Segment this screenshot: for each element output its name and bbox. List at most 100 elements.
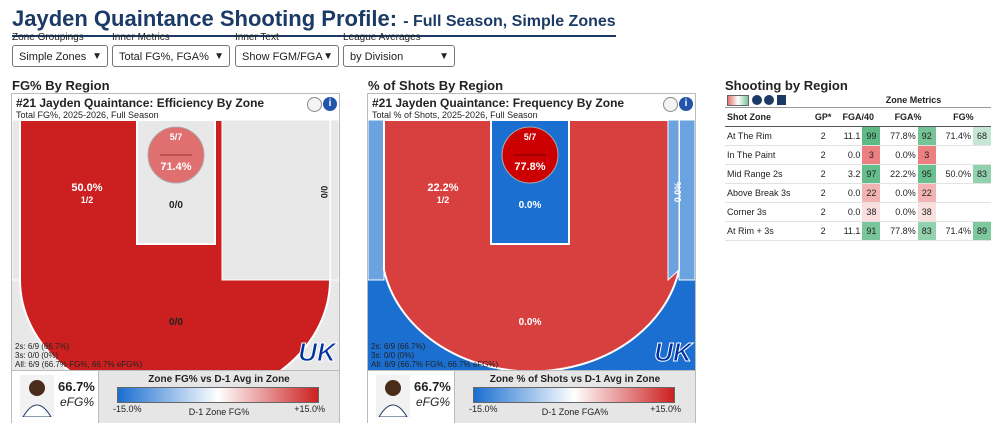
fgapct-cell: 0.0%	[895, 188, 916, 198]
fgapct-cell: 77.8%	[890, 131, 916, 141]
mid-right-zone[interactable]	[667, 120, 680, 282]
gp-cell: 2	[820, 150, 826, 160]
shot-zone-cell: Above Break 3s	[727, 188, 791, 198]
gp-cell: 2	[820, 226, 826, 236]
inner-metrics-select[interactable]: Total FG%, FGA% ▼	[112, 45, 230, 67]
toggle-circle-icon[interactable]	[663, 97, 678, 112]
fg-legend: 66.7% eFG% Zone FG% vs D-1 Avg in Zone -…	[12, 370, 339, 423]
shot-zone-cell: At The Rim	[727, 131, 772, 141]
legend-gradient	[117, 387, 319, 403]
summary-all: All: 6/9 (66.7% FG%, 66.7% eFG%)	[371, 360, 498, 369]
rim-frac: 5/7	[170, 132, 183, 142]
shooting-table: Zone Metrics Shot Zone GP* FGA/40 FGA% F…	[725, 93, 991, 241]
fgapct-pctile: 92	[917, 126, 936, 146]
legend-title: Zone % of Shots vs D-1 Avg in Zone	[489, 374, 661, 385]
mid-left-frac: 1/2	[81, 195, 94, 205]
fgapct-pctile: 3	[917, 145, 936, 165]
fgapct-cell: 0.0%	[895, 207, 916, 217]
fg-pctile: 83	[973, 164, 991, 184]
toggle-circle-icon[interactable]	[307, 97, 322, 112]
table-row: At The Rim 2 11.1 99 77.8% 92 71.4% 68	[725, 126, 991, 146]
shot-zone-cell: In The Paint	[727, 150, 776, 160]
mid-left-pct: 50.0%	[71, 182, 102, 194]
freq-panel-title: #21 Jayden Quaintance: Frequency By Zone	[372, 96, 625, 110]
legend-max: +15.0%	[294, 404, 325, 414]
legend-min: -15.0%	[469, 404, 498, 414]
col-gp[interactable]: GP*	[814, 112, 832, 122]
fg-panel: #21 Jayden Quaintance: Efficiency By Zon…	[11, 93, 340, 423]
rim-pct: 71.4%	[160, 161, 191, 173]
col-fga40[interactable]: FGA/40	[842, 112, 875, 122]
shot-zone-cell: At Rim + 3s	[727, 226, 774, 236]
table-row: Mid Range 2s 2 3.2 97 22.2% 95 50.0% 83	[725, 164, 991, 184]
mid-right-zone[interactable]	[221, 120, 331, 281]
fg-pctile	[973, 184, 991, 203]
corner-right-zone[interactable]	[329, 120, 339, 281]
fg-pctile: 89	[973, 221, 991, 241]
summary-3s: 3s: 0/0 (0%)	[371, 351, 414, 360]
col-shot-zone[interactable]: Shot Zone	[727, 112, 771, 122]
fga40-pctile: 22	[862, 183, 881, 203]
league-averages-select[interactable]: by Division ▼	[343, 45, 455, 67]
chevron-down-icon: ▼	[439, 51, 449, 62]
paint-frac: 0/0	[169, 200, 183, 211]
svg-text:UK: UK	[654, 337, 694, 367]
download-icon[interactable]	[776, 95, 786, 106]
chevron-down-icon: ▼	[323, 51, 333, 62]
settings-icon[interactable]	[751, 95, 762, 106]
legend-axis: D-1 Zone FG%	[188, 407, 250, 417]
inner-text-label: Inner Text	[235, 32, 279, 43]
team-logo-icon: UK	[654, 337, 695, 368]
table-row: Corner 3s 2 0.0 38 0.0% 38	[725, 202, 991, 222]
info-icon[interactable]: i	[679, 97, 693, 111]
corner-left-zone[interactable]	[368, 120, 385, 281]
title-main: Jayden Quaintance Shooting Profile:	[12, 6, 398, 31]
rim-frac: 5/7	[524, 132, 537, 142]
table-row: At Rim + 3s 2 11.1 91 77.8% 83 71.4% 89	[725, 221, 991, 241]
fg-panel-title: #21 Jayden Quaintance: Efficiency By Zon…	[16, 96, 265, 110]
col-fg[interactable]: FG%	[953, 112, 974, 122]
fga40-pctile: 38	[862, 202, 881, 222]
fg-court: 50.0% 1/2 5/7 71.4% 0/0 0/0 0/0 2s: 6/9 …	[12, 120, 339, 370]
freq-panel: #21 Jayden Quaintance: Frequency By Zone…	[367, 93, 696, 423]
summary-3s: 3s: 0/0 (0%)	[15, 351, 58, 360]
fga40-pctile: 91	[862, 221, 881, 241]
efg-value: 66.7%	[414, 379, 451, 394]
fga40-cell: 0.0	[847, 188, 861, 198]
color-scale-icon[interactable]	[727, 94, 749, 106]
fga40-pctile: 97	[862, 164, 881, 184]
summary-2s: 2s: 6/9 (66.7%)	[371, 342, 426, 351]
corner-left-zone[interactable]	[12, 120, 21, 281]
inner-text-value: Show FGM/FGA	[242, 51, 323, 63]
svg-text:UK: UK	[298, 337, 338, 367]
group-header: Zone Metrics	[836, 93, 991, 108]
col-fgapct[interactable]: FGA%	[894, 112, 922, 122]
legend-min: -15.0%	[113, 404, 142, 414]
inner-metrics-label: Inner Metrics	[112, 32, 170, 43]
league-averages-value: by Division	[350, 51, 404, 63]
inner-text-select[interactable]: Show FGM/FGA ▼	[235, 45, 339, 67]
fg-cell: 71.4%	[945, 131, 971, 141]
table-tools	[725, 93, 810, 108]
gp-cell: 2	[820, 169, 826, 179]
chevron-down-icon: ▼	[214, 51, 224, 62]
info-icon[interactable]: i	[323, 97, 337, 111]
fg-cell: 71.4%	[945, 226, 971, 236]
rim-pct: 77.8%	[514, 161, 545, 173]
table-row: Above Break 3s 2 0.0 22 0.0% 22	[725, 183, 991, 203]
fgapct-pctile: 95	[917, 164, 936, 184]
paint-pct: 0.0%	[519, 200, 542, 211]
fgapct-pctile: 83	[917, 221, 936, 241]
fgapct-cell: 22.2%	[890, 169, 916, 179]
fgapct-cell: 0.0%	[895, 150, 916, 160]
fg-cell: 50.0%	[945, 169, 971, 179]
legend-box: Zone % of Shots vs D-1 Avg in Zone -15.0…	[454, 371, 695, 423]
legend-gradient	[473, 387, 675, 403]
team-logo-icon: UK	[298, 337, 339, 368]
legend-axis: D-1 Zone FGA%	[541, 407, 609, 417]
zone-groupings-select[interactable]: Simple Zones ▼	[12, 45, 108, 67]
freq-legend: 66.7% eFG% Zone % of Shots vs D-1 Avg in…	[368, 370, 695, 423]
help-icon[interactable]	[764, 95, 775, 106]
three-pct: 0.0%	[519, 317, 542, 328]
table-row: In The Paint 2 0.0 3 0.0% 3	[725, 145, 991, 165]
